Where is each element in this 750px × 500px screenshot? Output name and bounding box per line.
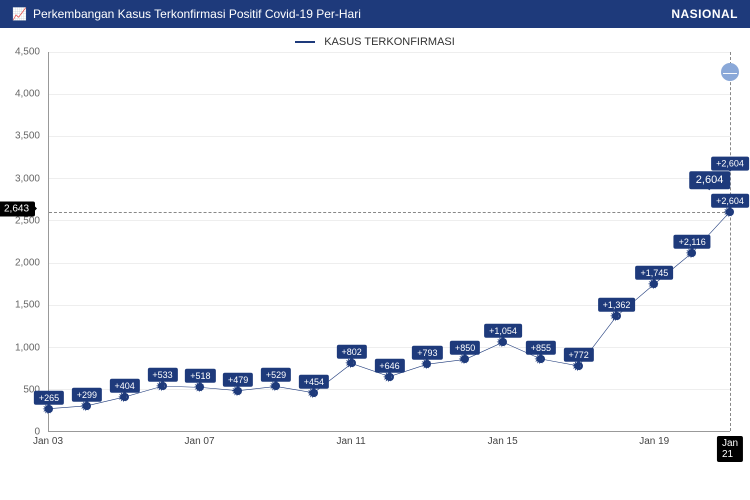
- legend-swatch: [295, 41, 315, 43]
- data-label: +404: [110, 379, 140, 393]
- data-label: +793: [412, 346, 442, 360]
- x-tick: Jan 19: [639, 436, 669, 447]
- data-label: +1,362: [598, 298, 636, 312]
- chart-icon: 📈: [12, 7, 27, 21]
- data-label: +518: [185, 369, 215, 383]
- chart-header: 📈 Perkembangan Kasus Terkonfirmasi Posit…: [0, 0, 750, 28]
- data-label: +2,116: [674, 235, 711, 249]
- data-label: +1,054: [484, 324, 522, 338]
- data-label-extra: +2,604: [711, 156, 749, 170]
- chart-legend: KASUS TERKONFIRMASI: [0, 28, 750, 52]
- data-label: +1,745: [635, 266, 673, 280]
- data-label: +855: [526, 341, 556, 355]
- y-tick: 4,000: [15, 89, 40, 100]
- chart-area[interactable]: 05001,0001,5002,0002,5003,0003,5004,0004…: [0, 52, 750, 472]
- data-label: +454: [299, 375, 329, 389]
- chart-title: Perkembangan Kasus Terkonfirmasi Positif…: [33, 7, 361, 21]
- tooltip-bubble[interactable]: —: [721, 63, 739, 81]
- data-label: +772: [564, 348, 594, 362]
- scope-label: NASIONAL: [671, 7, 738, 21]
- y-tick: 3,000: [15, 173, 40, 184]
- x-tick: Jan 07: [185, 436, 215, 447]
- guide-vertical: [730, 52, 731, 431]
- y-tick: 1,000: [15, 342, 40, 353]
- data-label: +265: [34, 390, 64, 404]
- y-axis: 05001,0001,5002,0002,5003,0003,5004,0004…: [0, 52, 44, 432]
- y-callout: 2,643: [0, 201, 35, 216]
- x-tick: Jan 03: [33, 436, 63, 447]
- data-label: +2,604: [711, 193, 749, 207]
- y-tick: 1,500: [15, 300, 40, 311]
- data-label: +646: [374, 358, 404, 372]
- tooltip-value: 2,604: [689, 172, 731, 190]
- data-label: +299: [72, 388, 102, 402]
- x-axis: Jan 03Jan 07Jan 11Jan 15Jan 19Jan 21: [48, 432, 730, 472]
- data-label: +802: [337, 345, 367, 359]
- data-label: +850: [450, 341, 480, 355]
- data-label: +533: [147, 368, 177, 382]
- y-tick: 3,500: [15, 131, 40, 142]
- y-tick: 2,000: [15, 258, 40, 269]
- plot-area[interactable]: +265+299+404+533+518+479+529+454+802+646…: [48, 52, 730, 432]
- data-label: +529: [261, 368, 291, 382]
- x-tick: Jan 15: [488, 436, 518, 447]
- data-label: +479: [223, 372, 253, 386]
- x-tick: Jan 21: [717, 436, 743, 462]
- y-tick: 2,500: [15, 215, 40, 226]
- x-tick: Jan 11: [336, 436, 365, 447]
- legend-label: KASUS TERKONFIRMASI: [324, 36, 455, 48]
- y-tick: 4,500: [15, 47, 40, 58]
